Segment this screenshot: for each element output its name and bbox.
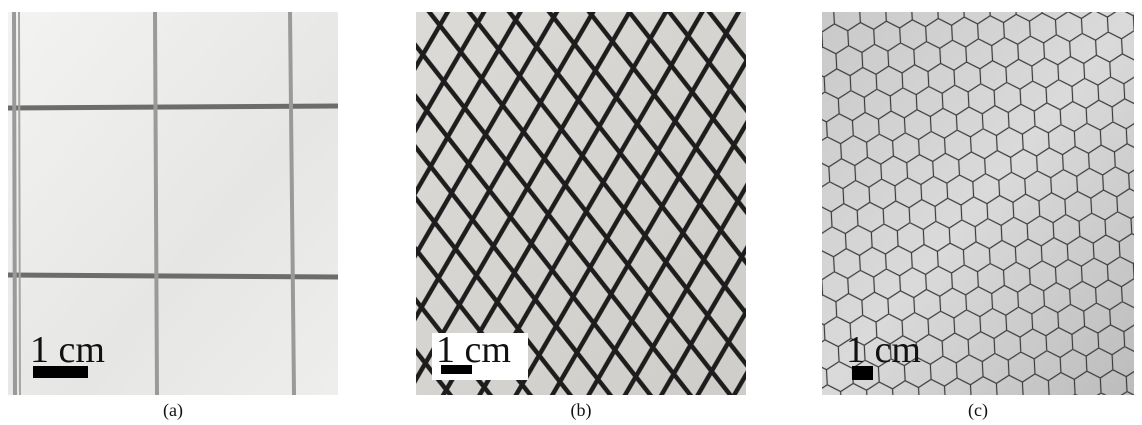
scale-label: 1 cm — [436, 329, 511, 371]
panel-c: 1 cm (c) — [822, 12, 1134, 421]
scale-label: 1 cm — [30, 329, 105, 371]
figure: 1 cm (a) 1 cm (b) 1 cm (c) — [0, 0, 1142, 425]
panel-a: 1 cm (a) — [8, 12, 338, 421]
caption: (a) — [163, 400, 183, 421]
scale-label: 1 cm — [846, 329, 921, 371]
caption: (b) — [571, 400, 592, 421]
caption: (c) — [968, 400, 988, 421]
scale-bar — [852, 366, 873, 380]
panel-b: 1 cm (b) — [416, 12, 746, 421]
scale-bar — [441, 365, 472, 374]
scale-bar — [33, 366, 88, 378]
